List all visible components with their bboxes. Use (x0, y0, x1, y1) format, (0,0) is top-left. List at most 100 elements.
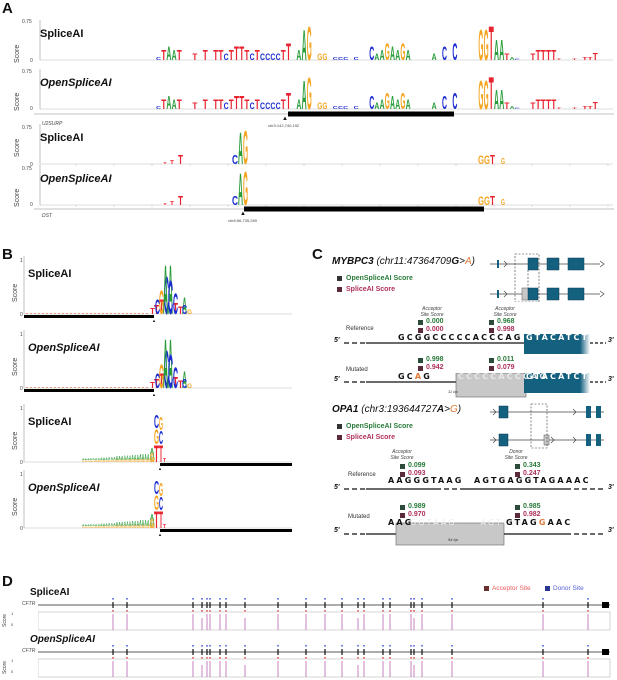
logo-letter: T (490, 153, 496, 166)
donor-site-mark (341, 598, 343, 600)
logo-letter: G (105, 525, 108, 528)
donor-site-mark (126, 645, 128, 647)
logo-letter: A (121, 521, 123, 527)
logo-letter: G (142, 524, 144, 529)
logo-letter: T (192, 101, 197, 111)
exon-mark (244, 649, 246, 655)
logo-letter: A (163, 256, 168, 322)
exon-mark (206, 649, 208, 655)
logo-letter: T (504, 52, 509, 62)
donor-site-mark (410, 598, 412, 600)
donor-site-mark (421, 598, 423, 600)
track-title: SpliceAI (28, 416, 72, 428)
splice-score: 0.970 (400, 511, 426, 519)
legend-label: OpenSpliceAI Score (346, 423, 413, 430)
mybpc3-transcript-diagram (490, 253, 605, 302)
legend-splice: SpliceAI Score (337, 286, 395, 293)
logo-letter: T (173, 300, 178, 318)
acceptor-site-mark (587, 610, 589, 612)
logo-letter: G (126, 524, 128, 529)
logo-letter: A (374, 52, 379, 62)
acceptor-site-mark (201, 610, 203, 612)
donor-site-mark (413, 598, 415, 600)
y-tick-bottom: 0 (11, 622, 14, 627)
logo-letter: T (541, 96, 546, 111)
exon-bar (160, 529, 292, 532)
acceptor-site-mark (324, 610, 326, 612)
acceptor-site-mark (126, 610, 128, 612)
logo-letter: G (154, 425, 159, 449)
mutated-pre-sequence: AAG (388, 518, 414, 527)
logo-letter: T (572, 108, 578, 109)
logo-letter: G (92, 526, 95, 529)
logo-letter: G (103, 525, 106, 528)
splice-score: 0.247 (515, 470, 541, 478)
logo-letter: A (432, 52, 437, 62)
score-value: 0.000 (426, 326, 444, 333)
reference-intron-sequence: GCGGCCCCCACCCAG (398, 333, 523, 342)
acceptor-site-mark (542, 657, 544, 659)
acceptor-site-mark (389, 610, 391, 612)
logo-letter: A (150, 452, 152, 462)
splice-score: 0.000 (418, 326, 444, 334)
track-title: SpliceAI (30, 587, 70, 598)
donor-site-mark (410, 645, 412, 647)
logo-letter: C (164, 341, 169, 396)
score-value: 0.093 (408, 470, 426, 477)
splice-score: 0.998 (489, 326, 515, 334)
five-prime: 5' (334, 376, 340, 383)
logo-letter: A (105, 456, 108, 461)
logo-letter: C (515, 108, 520, 109)
donor-site-mark (219, 645, 221, 647)
logo-letter: A (302, 21, 307, 62)
logo-letter: C (270, 52, 275, 62)
logo-letter: C (265, 101, 270, 111)
gene-name: OPA1 (332, 404, 359, 415)
logo-letter: C (260, 101, 265, 111)
exon-mark (382, 602, 384, 608)
legend-label: Acceptor Site (492, 585, 531, 592)
score-header: Acceptor Site Score (420, 306, 444, 318)
acceptor-site-mark (587, 657, 589, 659)
y-tick-bottom: 0 (20, 312, 23, 318)
seq: GCCCCCACCCAG (423, 333, 523, 342)
splice-score: 0.942 (418, 364, 444, 372)
donor-site-mark (363, 645, 365, 647)
logo-letter: C (224, 101, 229, 111)
panel-b-track: Score 1 0 OpenSpliceAI T T T G C C A A C T C T A C G ▲ (0, 330, 310, 397)
logo-letter: T (286, 88, 291, 111)
site-marker-icon: ▲ (152, 392, 156, 397)
logo-letter: G (322, 101, 327, 111)
y-axis-label: Score (14, 188, 21, 207)
logo-letter: C (452, 38, 457, 62)
donor-site-mark (126, 598, 128, 600)
donor-site-mark (451, 645, 453, 647)
logo-letter: C (168, 346, 173, 396)
legend-label: Donor Site (553, 585, 584, 592)
logo-letter: T (159, 369, 164, 393)
logo-letter: A (103, 457, 106, 461)
opensplice-score: 0.011 (489, 356, 514, 364)
logo-letter: A (126, 520, 128, 528)
logo-letter: A (124, 521, 126, 528)
acceptor-site-mark (357, 610, 359, 612)
logo-letter: A (406, 96, 411, 111)
score-header: Acceptor Site Score (493, 306, 517, 318)
exon-mark (112, 602, 114, 608)
logo-letter: G (243, 124, 248, 166)
logo-letter: A (395, 47, 400, 62)
legend-label: SpliceAI Score (346, 434, 396, 441)
logo-letter: T (255, 47, 260, 62)
score-value: 0.099 (408, 462, 426, 469)
score-value: 0.343 (523, 462, 541, 469)
opensplice-score: 0.985 (515, 503, 541, 511)
logo-letter: G (317, 101, 322, 111)
logo-letter: A (118, 455, 120, 461)
logo-letter: A (85, 525, 87, 527)
logo-letter: T (556, 108, 562, 109)
logo-letter: A (92, 524, 95, 527)
logo-letter: C (343, 105, 348, 110)
logo-letter: T (582, 105, 587, 110)
y-tick-bottom: 0 (20, 386, 23, 392)
